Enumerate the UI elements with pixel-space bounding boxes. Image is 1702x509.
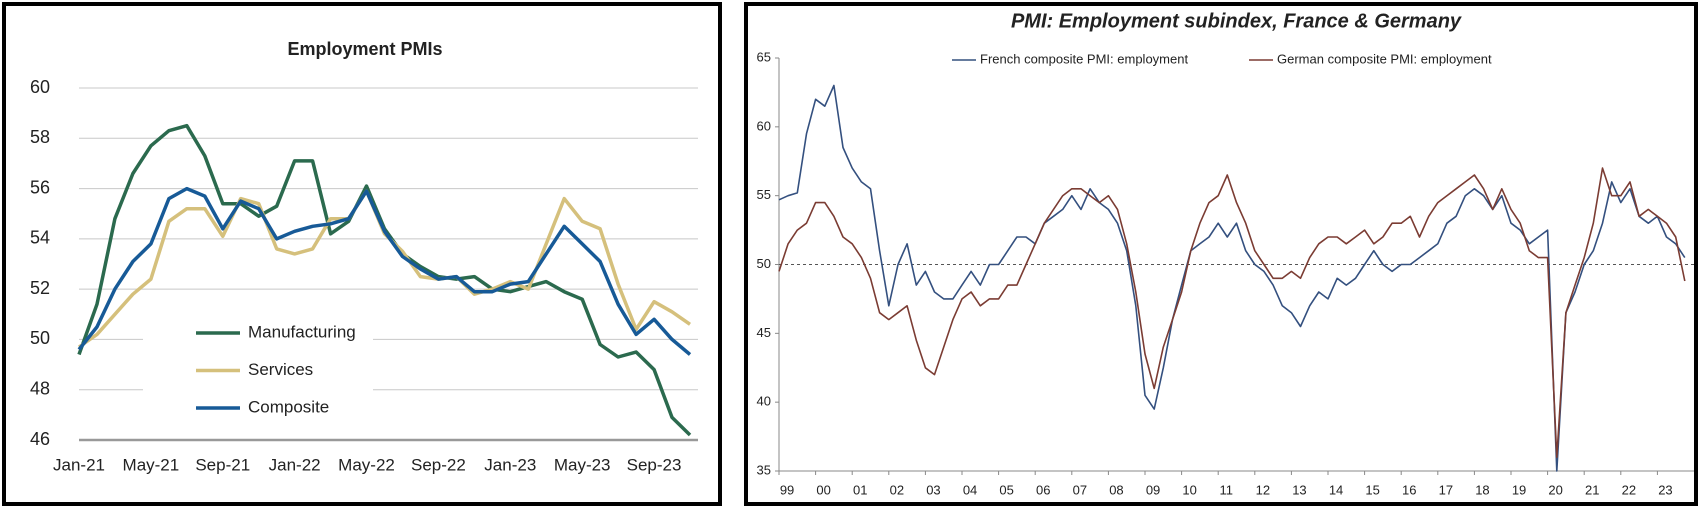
- x-tick-label: Sep-21: [195, 455, 250, 474]
- x-tick-label: 07: [1073, 482, 1087, 497]
- y-tick-label: 58: [30, 127, 50, 147]
- x-tick-label: 14: [1329, 482, 1343, 497]
- right-frame: [744, 2, 1698, 506]
- x-tick-label: 04: [963, 482, 977, 497]
- x-tick-label: 09: [1146, 482, 1160, 497]
- x-tick-label: 03: [926, 482, 940, 497]
- x-tick-label: Jan-21: [53, 455, 105, 474]
- x-tick-label: 13: [1292, 482, 1306, 497]
- y-tick-label: 52: [30, 278, 50, 298]
- x-tick-label: May-22: [338, 455, 395, 474]
- legend-label: Composite: [248, 397, 329, 416]
- y-tick-label: 48: [30, 378, 50, 398]
- y-tick-label: 60: [30, 77, 50, 97]
- y-tick-label: 56: [30, 177, 50, 197]
- y-tick-label: 60: [757, 118, 771, 133]
- x-tick-label: Sep-22: [411, 455, 466, 474]
- x-tick-label: 15: [1365, 482, 1379, 497]
- x-tick-label: 19: [1512, 482, 1526, 497]
- chart-title: Employment PMIs: [287, 39, 442, 59]
- chart-title: PMI: Employment subindex, France & Germa…: [1011, 10, 1462, 32]
- y-tick-label: 40: [757, 394, 771, 409]
- x-tick-label: 99: [780, 482, 794, 497]
- x-tick-label: Sep-23: [627, 455, 682, 474]
- x-tick-label: 00: [816, 482, 830, 497]
- x-tick-label: 05: [999, 482, 1013, 497]
- x-tick-label: 18: [1475, 482, 1489, 497]
- y-tick-label: 54: [30, 228, 50, 248]
- x-tick-label: May-23: [554, 455, 611, 474]
- series-line: [77, 186, 692, 356]
- x-tick-label: 21: [1585, 482, 1599, 497]
- x-tick-label: 23: [1658, 482, 1672, 497]
- x-tick-label: 08: [1109, 482, 1123, 497]
- y-tick-label: 35: [757, 462, 771, 477]
- legend-background: [143, 318, 373, 420]
- x-tick-label: 20: [1548, 482, 1562, 497]
- y-tick-label: 65: [757, 49, 771, 64]
- legend-label: Manufacturing: [248, 322, 356, 341]
- legend-label: Services: [248, 360, 313, 379]
- series-line: [778, 167, 1686, 458]
- x-tick-label: 06: [1036, 482, 1050, 497]
- x-tick-label: Jan-23: [484, 455, 536, 474]
- x-tick-label: 02: [890, 482, 904, 497]
- y-tick-label: 46: [30, 429, 50, 449]
- y-tick-label: 55: [757, 187, 771, 202]
- y-tick-label: 45: [757, 325, 771, 340]
- x-tick-label: May-21: [123, 455, 180, 474]
- legend-label: French composite PMI: employment: [980, 51, 1188, 66]
- legend-label: German composite PMI: employment: [1277, 51, 1492, 66]
- x-tick-label: Jan-22: [269, 455, 321, 474]
- y-tick-label: 50: [757, 256, 771, 271]
- x-tick-label: 11: [1220, 482, 1234, 497]
- x-tick-label: 12: [1256, 482, 1270, 497]
- x-tick-label: 22: [1622, 482, 1636, 497]
- x-tick-label: 17: [1439, 482, 1453, 497]
- x-tick-label: 16: [1402, 482, 1416, 497]
- y-tick-label: 50: [30, 328, 50, 348]
- series-line: [778, 84, 1686, 472]
- left-frame: [2, 2, 722, 506]
- x-tick-label: 10: [1182, 482, 1196, 497]
- x-tick-label: 01: [853, 482, 867, 497]
